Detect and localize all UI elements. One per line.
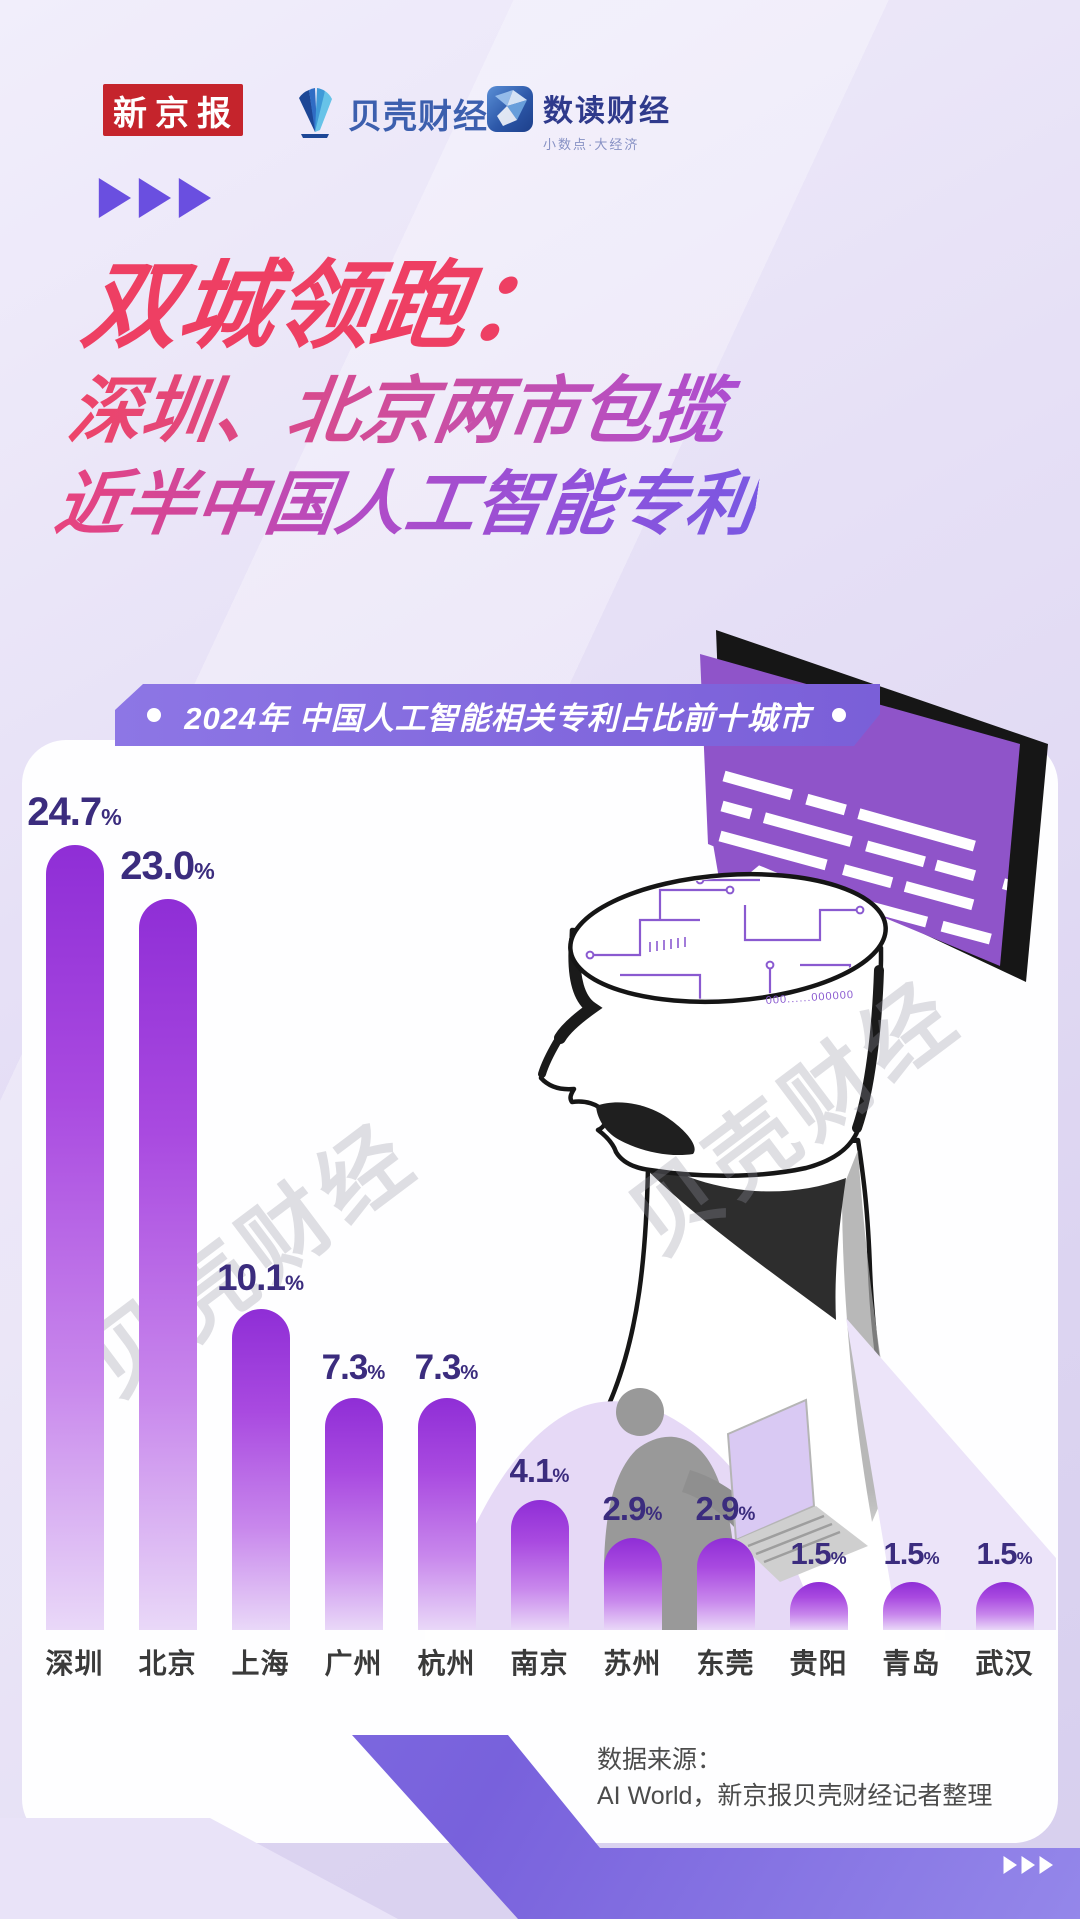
bar-column: 2.9%	[586, 798, 679, 1630]
bar-columns: 24.7% 23.0% 10.1% 7.3% 7.3% 4.1% 2.9% 2.9% 1.5% 1…	[27, 790, 1052, 1630]
bar-column: 2.9%	[679, 798, 772, 1630]
city-label: 武汉	[975, 1648, 1034, 1679]
bar-column: 10.1%	[214, 798, 307, 1630]
xinjingbao-logo: 新京报	[103, 84, 243, 136]
city-label: 南京	[510, 1648, 569, 1679]
shudu-finance-icon	[487, 86, 533, 132]
play-triangle-icon	[138, 178, 171, 218]
bar-value-label: 4.1%	[509, 1451, 570, 1489]
play-triangle-icon	[98, 178, 131, 218]
data-source-line1: 数据来源：	[597, 1746, 723, 1774]
bar	[696, 1537, 755, 1630]
city-label: 广州	[324, 1648, 383, 1679]
banner-dot-icon	[147, 708, 161, 722]
city-label: 上海	[231, 1648, 290, 1679]
shell-icon	[288, 84, 342, 143]
bar-column: 7.3%	[400, 798, 493, 1630]
bar-value-label: 24.7%	[27, 789, 122, 834]
bar-value-label: 1.5%	[976, 1536, 1033, 1572]
bar-value-label: 1.5%	[883, 1536, 940, 1572]
shudu-finance-label: 数读财经	[543, 95, 671, 128]
bar	[45, 844, 104, 1630]
bar-value-label: 2.9%	[695, 1489, 756, 1527]
bar-value-label: 2.9%	[602, 1489, 663, 1527]
play-triangle-icon	[1039, 1856, 1053, 1874]
chart-title-banner: 2024年 中国人工智能相关专利占比前十城市	[115, 684, 880, 746]
city-label: 东莞	[696, 1648, 755, 1679]
beike-finance-logo: 贝壳财经	[288, 84, 488, 143]
footer-arrow-triangles	[1002, 1856, 1053, 1874]
bar	[789, 1582, 848, 1630]
bar	[138, 898, 197, 1630]
data-source: 数据来源： AI World，新京报贝壳财经记者整理	[597, 1742, 992, 1815]
bar-column: 1.5%	[865, 798, 958, 1630]
bar	[417, 1397, 476, 1630]
bar-column: 24.7%	[27, 790, 122, 1630]
data-source-line2: AI World，新京报贝壳财经记者整理	[597, 1782, 993, 1811]
bar-value-label: 7.3%	[321, 1347, 386, 1387]
bar-value-label: 23.0%	[120, 843, 215, 888]
bar-value-label: 1.5%	[790, 1536, 847, 1572]
bar	[975, 1582, 1034, 1630]
bar-column: 1.5%	[958, 798, 1051, 1630]
bar-column: 7.3%	[307, 798, 400, 1630]
shudu-finance-subtitle: 小数点·大经济	[543, 137, 640, 152]
bar	[882, 1582, 941, 1630]
bar	[231, 1308, 290, 1630]
play-triangle-icon	[1021, 1856, 1035, 1874]
title-line-3: 近半中国人工智能专利	[50, 459, 763, 550]
bar-column: 4.1%	[493, 798, 586, 1630]
bar	[603, 1537, 662, 1630]
header-arrow-triangles	[96, 178, 211, 218]
bar-column: 1.5%	[772, 798, 865, 1630]
city-label: 贵阳	[789, 1648, 848, 1679]
bar-value-label: 7.3%	[414, 1347, 479, 1387]
banner-dot-icon	[832, 708, 846, 722]
city-label: 北京	[138, 1648, 197, 1679]
bar	[324, 1397, 383, 1630]
bar-value-label: 10.1%	[216, 1256, 305, 1298]
city-label: 杭州	[417, 1648, 476, 1679]
beike-finance-label: 贝壳财经	[348, 98, 488, 136]
city-label: 深圳	[45, 1648, 104, 1679]
city-label: 苏州	[603, 1648, 662, 1679]
city-label: 青岛	[882, 1648, 941, 1679]
city-row: 深圳 北京 上海 广州 杭州 南京 苏州 东莞 贵阳 青岛 武汉	[28, 1642, 1052, 1682]
title-line-2: 深圳、北京两市包揽	[62, 365, 775, 458]
shudu-finance-logo: 数读财经 小数点·大经济	[487, 86, 671, 153]
bar	[510, 1499, 569, 1630]
bar-column: 23.0%	[120, 798, 215, 1630]
play-triangle-icon	[178, 178, 211, 218]
poster-title: 双城领跑： 深圳、北京两市包揽 近半中国人工智能专利	[50, 248, 792, 550]
play-triangle-icon	[1003, 1856, 1017, 1874]
title-line-1: 双城领跑：	[76, 253, 572, 360]
chart-title-label: 2024年 中国人工智能相关专利占比前十城市	[184, 700, 811, 736]
